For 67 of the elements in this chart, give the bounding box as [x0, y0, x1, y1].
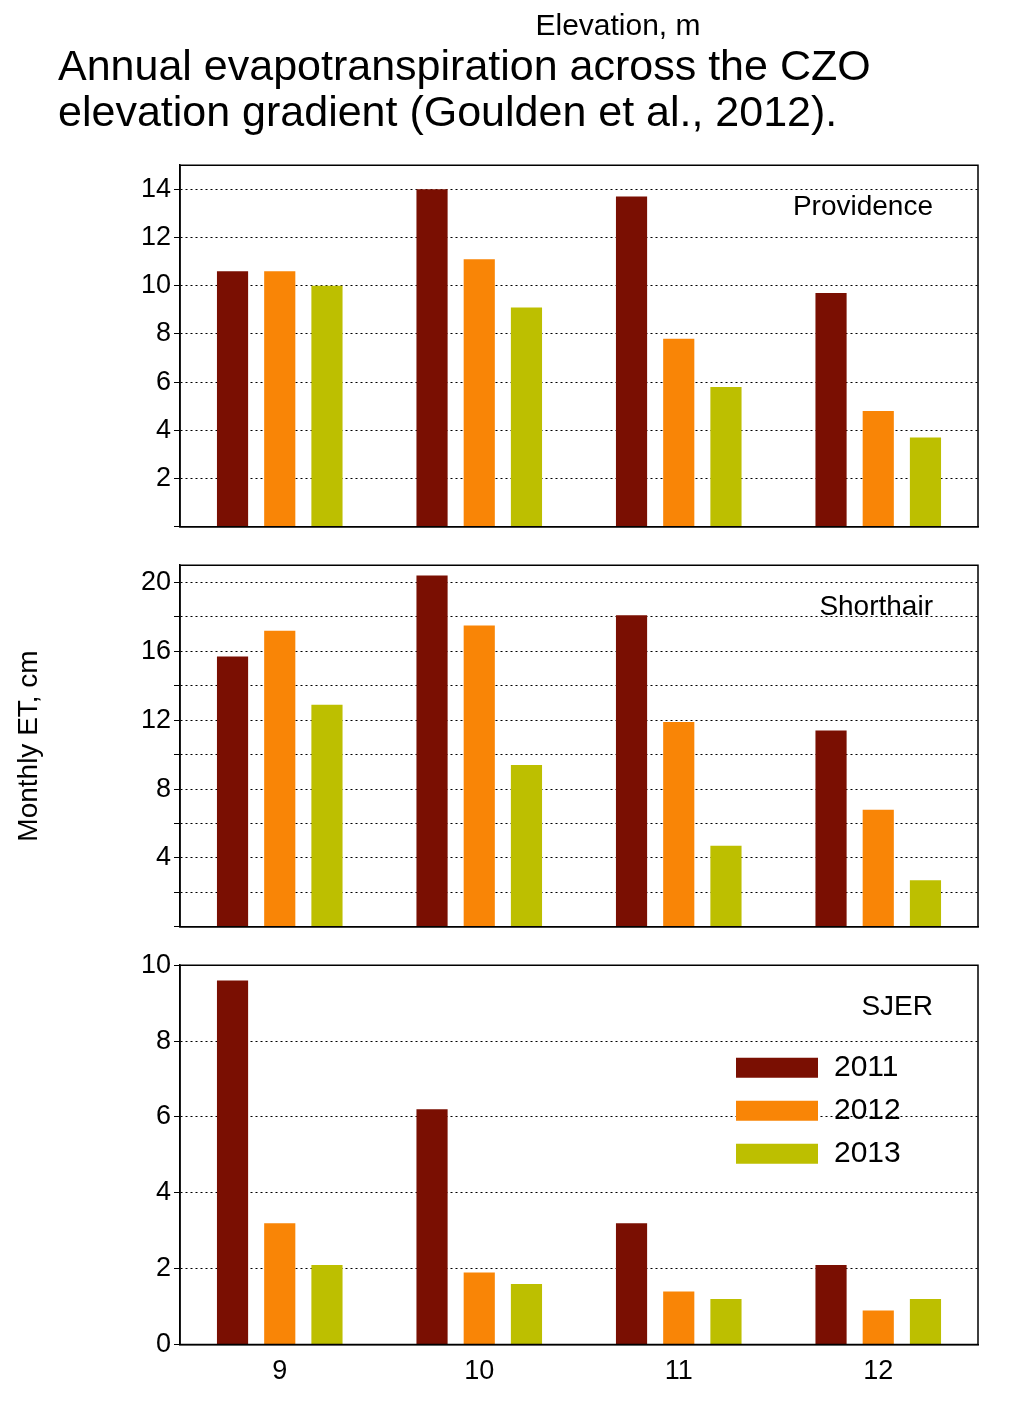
annotation: Providence	[792, 189, 933, 221]
bar	[815, 292, 847, 527]
y-tick-label: 2	[155, 1252, 171, 1283]
y-tick-label: 8	[155, 772, 171, 803]
y-tick-label: 12	[140, 703, 171, 734]
y-tick-label: 12	[140, 220, 171, 251]
y-tick-label: 14	[140, 172, 171, 203]
y-tick-label: 10	[140, 948, 171, 979]
x-tick-label: 10	[464, 1355, 495, 1386]
bar	[909, 1299, 942, 1345]
bar	[463, 625, 495, 927]
bar	[510, 764, 543, 927]
y-tick-label: 2	[155, 462, 171, 493]
bar	[264, 630, 296, 927]
bar	[909, 437, 942, 527]
bar	[815, 1264, 847, 1345]
y-tick-label: 16	[140, 634, 171, 665]
bar	[311, 704, 343, 927]
bar	[264, 1223, 296, 1345]
bar	[216, 980, 249, 1345]
bar	[510, 1283, 543, 1345]
bar	[216, 656, 249, 927]
y-tick-label: 8	[155, 317, 171, 348]
x-tick-label: 11	[664, 1355, 693, 1386]
x-axis-title: Elevation, m	[534, 8, 702, 42]
legend-label: 2012	[834, 1091, 901, 1125]
legend-label: 2011	[834, 1048, 899, 1082]
bar	[463, 1272, 495, 1345]
bar	[710, 1299, 742, 1345]
annotation: Shorthair	[819, 589, 933, 621]
bar	[710, 845, 742, 927]
y-tick-label: 4	[155, 1176, 171, 1207]
bar	[710, 386, 742, 527]
bar	[416, 189, 448, 527]
bar	[862, 809, 894, 927]
y-tick-label: 4	[155, 841, 171, 872]
y-tick-label: 20	[140, 565, 171, 596]
bar	[663, 1291, 695, 1345]
bar	[615, 615, 648, 927]
bar	[416, 1109, 448, 1345]
bar	[815, 730, 847, 927]
annotation: SJER	[861, 989, 933, 1021]
x-tick-label: 9	[272, 1355, 288, 1386]
y-tick-label: 0	[155, 1328, 171, 1359]
y-tick-label: 4	[155, 413, 171, 444]
y-tick-label: 6	[155, 365, 171, 396]
y-tick-label: 8	[155, 1024, 171, 1055]
bar	[663, 721, 695, 927]
bar	[862, 411, 894, 527]
x-tick-label: 12	[863, 1355, 894, 1386]
bar	[216, 271, 249, 527]
bar	[311, 285, 343, 527]
y-axis-title: Monthly ET, cm	[11, 650, 43, 842]
legend-label: 2013	[834, 1134, 901, 1168]
bar	[264, 271, 296, 527]
bar	[463, 259, 495, 527]
bar	[663, 338, 695, 527]
bar	[311, 1264, 343, 1345]
bar	[862, 1310, 894, 1345]
bar	[615, 1223, 648, 1345]
bar	[615, 196, 648, 527]
bar	[909, 880, 942, 927]
y-tick-label: 10	[140, 269, 171, 300]
y-tick-label: 6	[155, 1100, 171, 1131]
chart-title: Annual evapotranspiration across the CZO elevation gradient (Goulden et al., 2012).	[57, 41, 872, 135]
bar	[510, 307, 543, 527]
bar	[416, 575, 448, 927]
